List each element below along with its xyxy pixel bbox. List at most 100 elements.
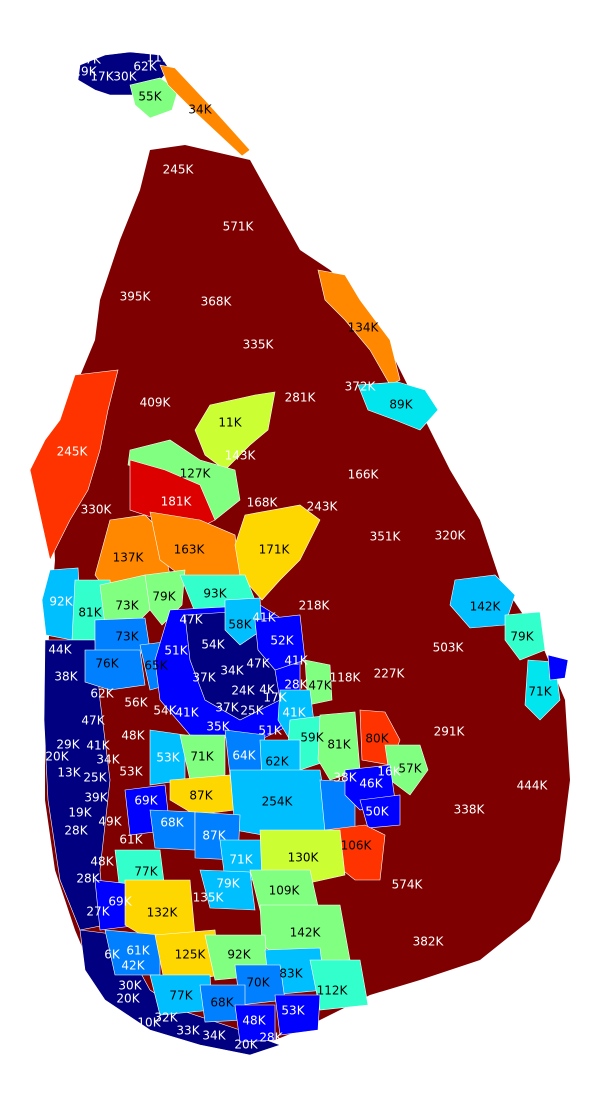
region-value-label: 48K (90, 855, 114, 869)
region-value-label: 137K (113, 551, 145, 565)
region-gold-87 (169, 774, 236, 816)
region-value-label: 372K (345, 380, 377, 394)
region-value-label: 49K (98, 815, 122, 829)
region-blue-48 (234, 1004, 276, 1043)
region-value-label: 89K (389, 398, 413, 412)
region-value-label: 227K (374, 667, 406, 681)
region-value-label: 163K (174, 543, 206, 557)
region-value-label: 409K (140, 396, 172, 410)
region-value-label: 69K (108, 895, 132, 909)
region-value-label: 56K (124, 696, 148, 710)
region-value-label: 7K (85, 53, 102, 67)
region-value-label: 106K (341, 839, 373, 853)
region-value-label: 51K (258, 724, 282, 738)
region-value-label: 51K (164, 644, 188, 658)
region-value-label: 243K (307, 500, 339, 514)
region-value-label: 79K (152, 590, 176, 604)
region-value-label: 335K (243, 338, 275, 352)
region-value-label: 16K (377, 765, 401, 779)
region-value-label: 73K (115, 630, 139, 644)
region-light-green-71 (179, 734, 226, 781)
region-sky-79 (199, 869, 256, 911)
region-value-label: 20K (116, 992, 140, 1006)
region-value-label: 11K (146, 51, 170, 65)
region-value-label: 62K (133, 60, 157, 74)
region-value-label: 38K (333, 771, 357, 785)
region-value-label: 571K (223, 220, 255, 234)
region-value-label: 61K (126, 944, 150, 958)
region-value-label: 574K (392, 878, 424, 892)
region-gold-171 (234, 504, 321, 601)
region-value-label: 127K (180, 467, 212, 481)
region-value-label: 320K (435, 529, 467, 543)
region-value-label: 130K (288, 851, 320, 865)
region-value-label: 41K (284, 654, 308, 668)
region-value-label: 53K (281, 1004, 305, 1018)
region-value-label: 52K (270, 634, 294, 648)
region-sky-58 (224, 597, 263, 646)
region-value-label: 76K (95, 657, 119, 671)
region-value-label: 55K (138, 90, 162, 104)
region-value-label: 34K (188, 103, 212, 117)
region-value-label: 33K (176, 1024, 200, 1038)
region-value-label: 37K (215, 701, 239, 715)
region-value-label: 71K (190, 750, 214, 764)
region-value-label: 6K (104, 948, 121, 962)
region-value-label: 109K (269, 884, 301, 898)
region-value-label: 34K (96, 753, 120, 767)
region-value-label: 47K (308, 679, 332, 693)
region-value-label: 80K (365, 732, 389, 746)
region-value-label: 28K (259, 1031, 283, 1045)
region-mint-112 (309, 959, 369, 1011)
region-value-label: 71K (229, 853, 253, 867)
region-value-label: 29K (56, 738, 80, 752)
region-value-label: 58K (228, 618, 252, 632)
region-value-label: 28K (284, 678, 308, 692)
region-value-label: 142K (470, 600, 502, 614)
region-value-label: 68K (160, 816, 184, 830)
region-value-label: 46K (359, 777, 383, 791)
region-value-label: 30K (113, 70, 137, 84)
region-value-label: 395K (120, 290, 152, 304)
region-value-label: 143K (225, 449, 257, 463)
region-value-label: 368K (201, 295, 233, 309)
region-value-label: 134K (348, 321, 380, 335)
region-value-label: 135K (193, 891, 225, 905)
region-azure-76 (84, 649, 146, 691)
region-value-label: 54K (153, 704, 177, 718)
region-value-label: 20K (234, 1038, 258, 1052)
region-value-label: 57K (398, 762, 422, 776)
region-value-label: 62K (265, 755, 289, 769)
region-value-label: 71K (528, 685, 552, 699)
region-value-label: 19K (73, 65, 97, 79)
region-trincomalee (357, 381, 439, 431)
region-value-label: 4K (259, 683, 276, 697)
region-value-label: 330K (81, 503, 113, 517)
region-value-label: 47K (81, 714, 105, 728)
region-yellow-green-north (194, 391, 276, 471)
region-value-label: 34K (202, 1029, 226, 1043)
region-value-label: 291K (434, 725, 466, 739)
region-value-label: 65K (144, 659, 168, 673)
region-value-label: 34K (220, 664, 244, 678)
region-value-label: 64K (232, 749, 256, 763)
region-value-label: 42K (121, 959, 145, 973)
region-value-label: 171K (259, 543, 291, 557)
region-value-label: 281K (285, 391, 317, 405)
region-value-label: 24K (231, 684, 255, 698)
region-value-label: 81K (78, 606, 102, 620)
region-value-label: 87K (189, 789, 213, 803)
region-value-label: 30K (118, 979, 142, 993)
region-value-label: 338K (454, 803, 486, 817)
region-value-label: 125K (175, 948, 207, 962)
region-value-label: 47K (179, 613, 203, 627)
region-value-label: 10K (137, 1016, 161, 1030)
region-value-label: 25K (83, 771, 107, 785)
region-value-label: 53K (119, 765, 143, 779)
region-value-label: 77K (134, 865, 158, 879)
region-value-label: 166K (348, 468, 380, 482)
region-value-label: 79K (510, 630, 534, 644)
region-value-label: 92K (227, 948, 251, 962)
